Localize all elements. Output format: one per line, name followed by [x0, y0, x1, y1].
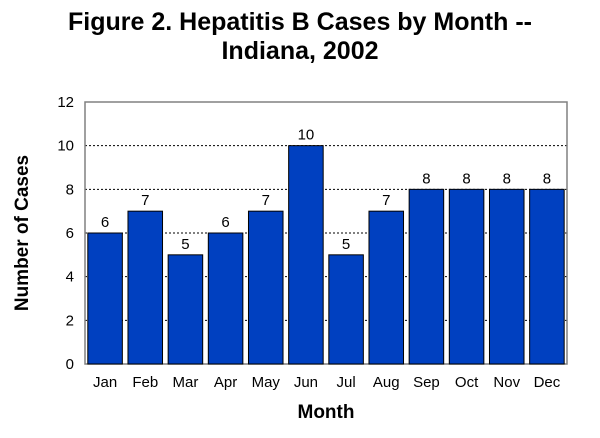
bar-dec [529, 188, 565, 365]
y-tick-label: 0 [66, 356, 74, 373]
bar-mar [167, 254, 204, 365]
y-tick-label: 12 [57, 94, 74, 111]
data-label: 5 [342, 236, 350, 253]
chart-title-line1: Figure 2. Hepatitis B Cases by Month -- [68, 8, 532, 36]
x-tick-label: Jun [294, 374, 318, 391]
data-label: 7 [382, 192, 390, 209]
x-tick-label: Aug [373, 374, 400, 391]
bar-jul [328, 254, 364, 365]
chart-title: Figure 2. Hepatitis B Cases by Month -- … [0, 8, 600, 66]
x-tick-label: Jul [336, 374, 355, 391]
data-label: 8 [422, 170, 430, 187]
y-tick-labels: 0 2 4 6 8 10 12 [57, 94, 74, 373]
x-tick-label: Jan [93, 374, 117, 391]
y-tick-label: 6 [66, 225, 74, 242]
bar-jan [87, 232, 123, 365]
y-tick-label: 8 [66, 181, 74, 198]
data-label: 6 [101, 214, 109, 231]
x-tick-labels: Jan Feb Mar Apr May Jun Jul Aug Sep Oct Nov Dec [93, 374, 561, 391]
bar-oct [448, 188, 485, 365]
y-tick-label: 10 [57, 138, 74, 155]
bar-sep [408, 188, 445, 365]
x-tick-label: Sep [413, 374, 440, 391]
chart-title-line2: Indiana, 2002 [221, 37, 379, 65]
bar-apr [207, 232, 244, 365]
bar-feb [127, 210, 164, 365]
data-label: 8 [462, 170, 470, 187]
data-label: 8 [543, 170, 551, 187]
y-tick-label: 4 [66, 269, 74, 286]
data-label: 6 [221, 214, 229, 231]
x-tick-label: Apr [214, 374, 237, 391]
bar-aug [368, 210, 405, 365]
x-tick-label: Nov [493, 374, 520, 391]
bar-jun [288, 145, 324, 365]
y-tick-label: 2 [66, 312, 74, 329]
data-label: 7 [141, 192, 149, 209]
plot-area-frame [84, 101, 568, 365]
y-axis-title: Number of Cases [12, 155, 33, 311]
gridlines [85, 145, 567, 321]
data-labels: 6 7 5 6 7 10 5 7 8 8 8 8 [101, 127, 551, 253]
x-axis-title: Month [298, 402, 355, 423]
x-tick-label: Oct [455, 374, 479, 391]
data-label: 8 [503, 170, 511, 187]
data-label: 7 [262, 192, 270, 209]
bar-may [247, 210, 284, 365]
x-tick-label: Feb [132, 374, 158, 391]
data-label: 10 [298, 127, 315, 144]
bars [87, 145, 565, 365]
data-label: 5 [181, 236, 189, 253]
x-tick-label: May [252, 374, 281, 391]
x-tick-label: Dec [534, 374, 561, 391]
bar-nov [488, 188, 525, 365]
x-tick-label: Mar [172, 374, 198, 391]
